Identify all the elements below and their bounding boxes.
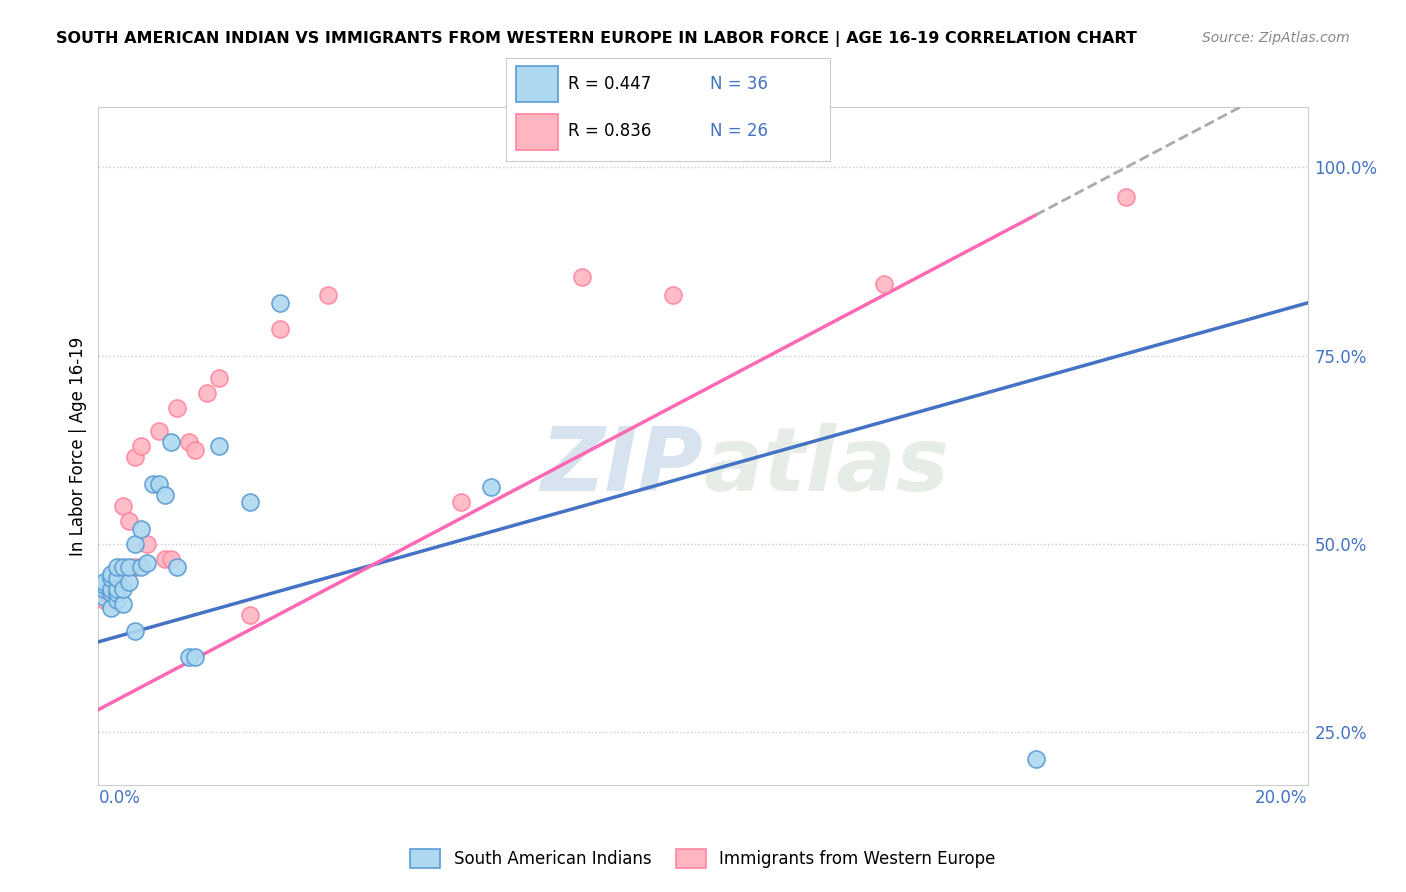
Point xyxy=(153,488,176,502)
Point xyxy=(1115,190,1137,204)
Point xyxy=(166,401,188,416)
Text: atlas: atlas xyxy=(703,423,949,510)
Point xyxy=(160,435,183,450)
Point xyxy=(105,586,128,600)
Point xyxy=(105,582,128,596)
Point xyxy=(239,608,262,623)
Text: SOUTH AMERICAN INDIAN VS IMMIGRANTS FROM WESTERN EUROPE IN LABOR FORCE | AGE 16-: SOUTH AMERICAN INDIAN VS IMMIGRANTS FROM… xyxy=(56,31,1137,47)
Point xyxy=(269,322,291,336)
Point xyxy=(111,559,134,574)
Point xyxy=(93,586,115,600)
Point xyxy=(184,442,207,457)
Point xyxy=(129,439,152,453)
Point xyxy=(195,386,218,401)
Point xyxy=(124,559,146,574)
Point xyxy=(100,582,122,596)
Point xyxy=(208,439,231,453)
Point xyxy=(105,593,128,607)
Point xyxy=(105,582,128,596)
Point xyxy=(124,624,146,638)
Text: N = 36: N = 36 xyxy=(710,75,768,93)
Point xyxy=(100,567,122,582)
Point xyxy=(93,593,115,607)
Point xyxy=(481,480,503,494)
Point xyxy=(239,495,262,509)
Point xyxy=(93,574,115,589)
Text: 20.0%: 20.0% xyxy=(1256,789,1308,807)
Point xyxy=(662,288,685,302)
Point xyxy=(111,597,134,611)
Text: Source: ZipAtlas.com: Source: ZipAtlas.com xyxy=(1202,31,1350,45)
Point xyxy=(105,571,128,585)
Point xyxy=(124,537,146,551)
Point xyxy=(100,578,122,592)
Point xyxy=(873,277,896,291)
Point xyxy=(118,559,141,574)
Point xyxy=(100,586,122,600)
Point xyxy=(142,476,165,491)
Bar xyxy=(516,66,558,102)
Point xyxy=(111,500,134,514)
Legend: South American Indians, Immigrants from Western Europe: South American Indians, Immigrants from … xyxy=(404,842,1002,875)
Point xyxy=(135,537,157,551)
Point xyxy=(166,559,188,574)
Point xyxy=(179,649,201,664)
Point xyxy=(571,269,593,284)
Point xyxy=(148,424,170,438)
Point xyxy=(118,514,141,528)
Point xyxy=(153,552,176,566)
Point xyxy=(179,435,201,450)
Text: N = 26: N = 26 xyxy=(710,122,768,140)
Point xyxy=(100,601,122,615)
Y-axis label: In Labor Force | Age 16-19: In Labor Force | Age 16-19 xyxy=(69,336,87,556)
Point xyxy=(1024,751,1046,765)
Text: ZIP: ZIP xyxy=(540,423,703,510)
Point xyxy=(100,571,122,585)
Text: R = 0.447: R = 0.447 xyxy=(568,75,651,93)
Point xyxy=(450,495,472,509)
Point xyxy=(93,590,115,604)
Bar xyxy=(516,114,558,150)
Point xyxy=(208,371,231,385)
Text: 0.0%: 0.0% xyxy=(98,789,141,807)
Point xyxy=(135,556,157,570)
Point xyxy=(111,582,134,596)
Point xyxy=(105,559,128,574)
Point xyxy=(129,522,152,536)
Point xyxy=(269,296,291,310)
Point xyxy=(148,476,170,491)
Point xyxy=(93,582,115,596)
Point xyxy=(184,649,207,664)
Point xyxy=(160,552,183,566)
Point xyxy=(124,450,146,465)
Point xyxy=(93,578,115,592)
Point xyxy=(316,288,339,302)
Point xyxy=(129,559,152,574)
Point xyxy=(118,574,141,589)
Text: R = 0.836: R = 0.836 xyxy=(568,122,651,140)
